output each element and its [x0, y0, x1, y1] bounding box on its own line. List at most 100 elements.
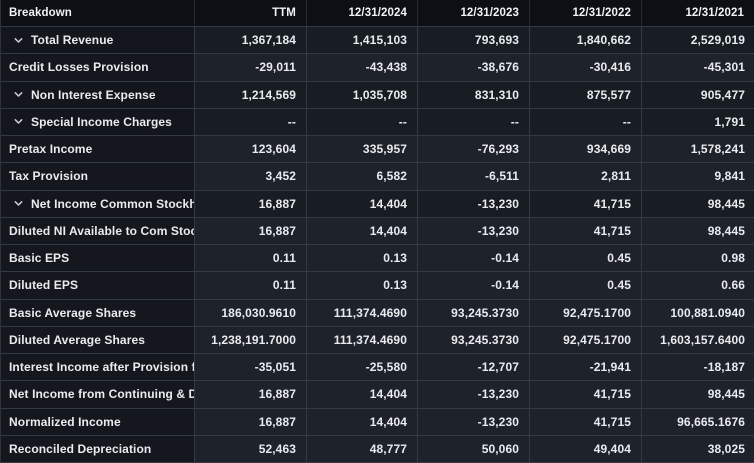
value-cell: 2,529,019 [642, 27, 754, 55]
value-cell: 93,245.3730 [418, 299, 530, 327]
table-row: Diluted NI Available to Com Stoc... 16,88… [1, 217, 754, 245]
value-cell: 48,777 [307, 435, 418, 463]
row-label: Net Income Common Stockh... [31, 196, 195, 211]
value-cell: 0.98 [642, 245, 754, 273]
value-cell: 0.45 [530, 245, 642, 273]
value-cell: -6,511 [418, 163, 530, 191]
row-label-cell: Tax Provision [1, 163, 195, 191]
value-cell: -- [307, 108, 418, 136]
value-cell: 16,887 [195, 217, 307, 245]
value-cell: -30,416 [530, 54, 642, 82]
value-cell: 100,881.0940 [642, 299, 754, 327]
row-label: Credit Losses Provision [9, 60, 149, 75]
chevron-down-icon[interactable] [14, 90, 23, 99]
value-cell: -13,230 [418, 190, 530, 218]
table-row: Total Revenue 1,367,184 1,415,103 793,693 1,… [1, 27, 754, 55]
value-cell: 0.11 [195, 245, 307, 273]
value-cell: 111,374.4690 [307, 326, 418, 354]
row-label-cell[interactable]: Total Revenue [1, 27, 195, 55]
value-cell: 1,603,157.6400 [642, 326, 754, 354]
table-row: Interest Income after Provision f... -35,… [1, 354, 754, 382]
value-cell: 3,452 [195, 163, 307, 191]
value-cell: 1,415,103 [307, 27, 418, 55]
row-label-cell: Reconciled Depreciation [1, 435, 195, 463]
value-cell: -43,438 [307, 54, 418, 82]
row-label: Diluted Average Shares [9, 332, 146, 347]
value-cell: -13,230 [418, 408, 530, 436]
row-label-cell: Diluted Average Shares [1, 326, 195, 354]
value-cell: 50,060 [418, 435, 530, 463]
table-row: Non Interest Expense 1,214,569 1,035,708 83… [1, 81, 754, 109]
value-cell: 93,245.3730 [418, 326, 530, 354]
row-label-cell: Normalized Income [1, 408, 195, 436]
value-cell: 41,715 [530, 217, 642, 245]
value-cell: 0.66 [642, 272, 754, 300]
row-label-cell[interactable]: Net Income Common Stockh... [1, 190, 195, 218]
row-label-cell: Basic EPS [1, 245, 195, 273]
table-header-row: Breakdown TTM 12/31/2024 12/31/2023 12/31/20… [1, 0, 754, 27]
row-label-cell: Pretax Income [1, 136, 195, 164]
value-cell: 92,475.1700 [530, 299, 642, 327]
row-label: Non Interest Expense [31, 87, 156, 102]
value-cell: 186,030.9610 [195, 299, 307, 327]
value-cell: 41,715 [530, 381, 642, 409]
value-cell: 123,604 [195, 136, 307, 164]
chevron-down-icon[interactable] [14, 36, 23, 45]
table-row: Special Income Charges -- -- -- -- 1,791 [1, 108, 754, 136]
value-cell: 41,715 [530, 190, 642, 218]
value-cell: 875,577 [530, 81, 642, 109]
row-label-cell: Diluted NI Available to Com Stoc... [1, 217, 195, 245]
row-label: Tax Provision [9, 169, 89, 184]
value-cell: 111,374.4690 [307, 299, 418, 327]
row-label: Pretax Income [9, 142, 93, 157]
table-row: Diluted Average Shares 1,238,191.7000 111,… [1, 326, 754, 354]
value-cell: 98,445 [642, 381, 754, 409]
value-cell: -- [195, 108, 307, 136]
table-row: Pretax Income 123,604 335,957 -76,293 934,66… [1, 136, 754, 164]
row-label: Net Income from Continuing & D... [9, 387, 195, 402]
value-cell: -76,293 [418, 136, 530, 164]
value-cell: 9,841 [642, 163, 754, 191]
value-cell: -29,011 [195, 54, 307, 82]
value-cell: -13,230 [418, 217, 530, 245]
value-cell: 934,669 [530, 136, 642, 164]
value-cell: 52,463 [195, 435, 307, 463]
value-cell: 98,445 [642, 190, 754, 218]
value-cell: 98,445 [642, 217, 754, 245]
row-label-cell: Credit Losses Provision [1, 54, 195, 82]
row-label: Normalized Income [9, 414, 121, 429]
value-cell: 0.11 [195, 272, 307, 300]
value-cell: 1,035,708 [307, 81, 418, 109]
table-row: Net Income Common Stockh... 16,887 14,404-… [1, 190, 754, 218]
row-label-cell[interactable]: Non Interest Expense [1, 81, 195, 109]
chevron-down-icon[interactable] [14, 199, 23, 208]
value-cell: 831,310 [418, 81, 530, 109]
value-cell: 1,238,191.7000 [195, 326, 307, 354]
value-cell: 14,404 [307, 217, 418, 245]
column-header-period: TTM [195, 0, 307, 27]
value-cell: 793,693 [418, 27, 530, 55]
value-cell: -45,301 [642, 54, 754, 82]
row-label-cell: Net Income from Continuing & D... [1, 381, 195, 409]
value-cell: 2,811 [530, 163, 642, 191]
value-cell: 0.13 [307, 245, 418, 273]
table-row: Diluted EPS 0.11 0.13 -0.14 0.45 0.66 [1, 272, 754, 300]
value-cell: -25,580 [307, 354, 418, 382]
chevron-down-icon[interactable] [14, 117, 23, 126]
value-cell: 38,025 [642, 435, 754, 463]
column-header-period: 12/31/2023 [418, 0, 530, 27]
value-cell: 1,791 [642, 108, 754, 136]
table-row: Net Income from Continuing & D... 16,887 1… [1, 381, 754, 409]
row-label: Reconciled Depreciation [9, 441, 152, 456]
value-cell: 1,214,569 [195, 81, 307, 109]
table-row: Basic Average Shares 186,030.9610 111,374.… [1, 299, 754, 327]
table-row: Credit Losses Provision -29,011 -43,438 -38… [1, 54, 754, 82]
value-cell: -18,187 [642, 354, 754, 382]
row-label-cell: Interest Income after Provision f... [1, 354, 195, 382]
value-cell: 14,404 [307, 408, 418, 436]
row-label-cell[interactable]: Special Income Charges [1, 108, 195, 136]
value-cell: 1,578,241 [642, 136, 754, 164]
value-cell: 92,475.1700 [530, 326, 642, 354]
table-row: Basic EPS 0.11 0.13 -0.14 0.45 0.98 [1, 245, 754, 273]
table-row: Tax Provision 3,452 6,582 -6,511 2,811 9,841 [1, 163, 754, 191]
